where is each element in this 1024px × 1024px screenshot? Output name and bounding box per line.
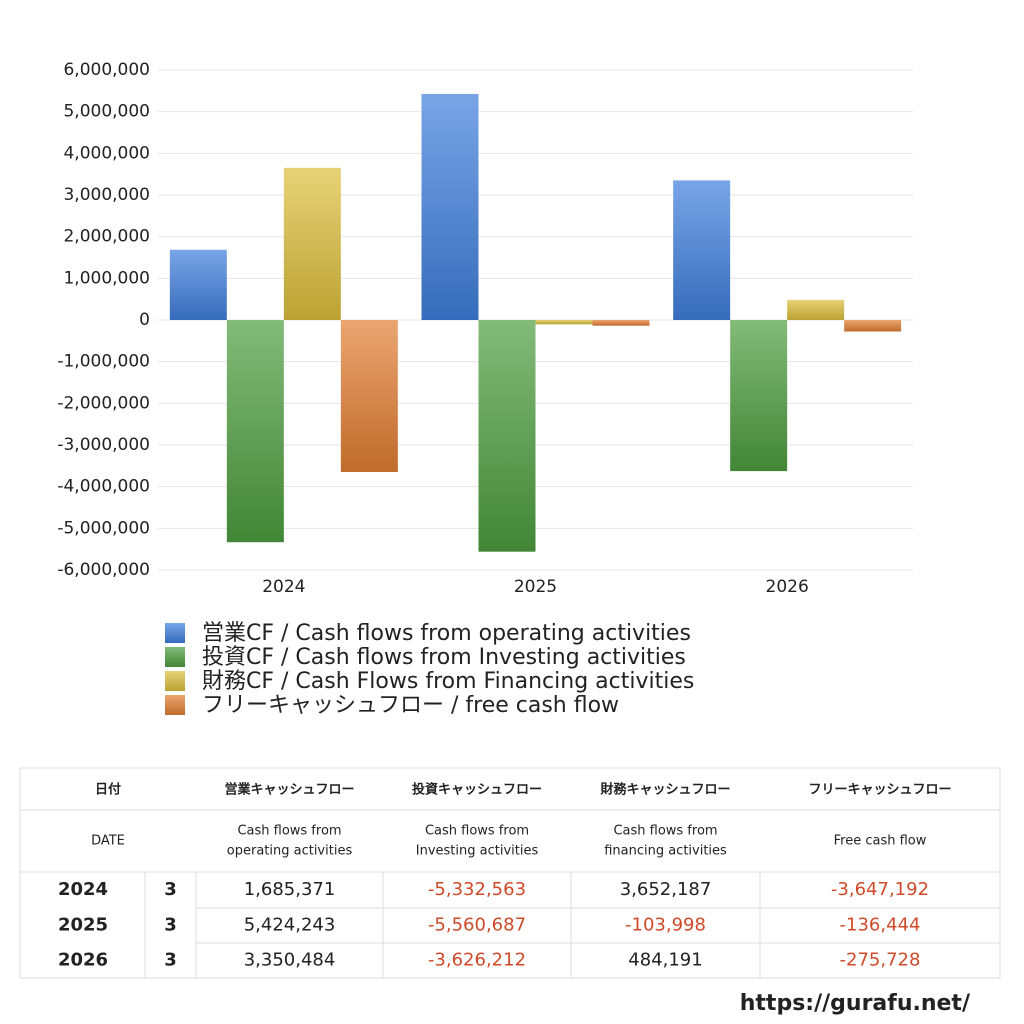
x-tick-label: 2025 bbox=[514, 577, 557, 597]
table-subheader: Free cash flow bbox=[834, 834, 927, 849]
bar bbox=[226, 320, 284, 543]
table-cell: 3,652,187 bbox=[620, 879, 712, 900]
legend-swatch bbox=[165, 671, 185, 691]
bar bbox=[478, 320, 536, 552]
row-label: 2025 bbox=[58, 915, 108, 936]
y-tick-label: -1,000,000 bbox=[57, 352, 150, 372]
legend-label: 財務CF / Cash Flows from Financing activit… bbox=[202, 669, 694, 694]
row-label: 2024 bbox=[58, 879, 108, 900]
table-cell: 1,685,371 bbox=[244, 879, 336, 900]
y-tick-label: 3,000,000 bbox=[63, 185, 150, 205]
bar bbox=[730, 320, 788, 472]
table-cell: -5,332,563 bbox=[428, 879, 526, 900]
row-label: 3 bbox=[164, 950, 177, 971]
legend-swatch bbox=[165, 647, 185, 667]
table-subheader: Cash flows from bbox=[425, 824, 529, 839]
row-label: 3 bbox=[164, 915, 177, 936]
legend-label: 営業CF / Cash flows from operating activit… bbox=[202, 621, 691, 646]
bar bbox=[169, 249, 227, 320]
x-tick-label: 2026 bbox=[766, 577, 809, 597]
x-tick-label: 2024 bbox=[262, 577, 305, 597]
table-cell: -5,560,687 bbox=[428, 915, 526, 936]
table-subheader: Investing activities bbox=[416, 844, 539, 859]
table-header: 財務キャッシュフロー bbox=[599, 782, 730, 798]
bar bbox=[844, 320, 902, 332]
y-tick-label: -5,000,000 bbox=[57, 518, 150, 538]
table-cell: 5,424,243 bbox=[244, 915, 336, 936]
table-cell: 484,191 bbox=[628, 950, 702, 971]
table-cell: -3,626,212 bbox=[428, 950, 526, 971]
bar bbox=[673, 180, 731, 320]
y-tick-label: 1,000,000 bbox=[63, 268, 150, 288]
y-tick-label: 6,000,000 bbox=[63, 60, 150, 80]
y-tick-label: -3,000,000 bbox=[57, 435, 150, 455]
table-header: フリーキャッシュフロー bbox=[808, 783, 951, 798]
table-subheader: financing activities bbox=[604, 844, 727, 859]
bar bbox=[421, 93, 479, 321]
bar bbox=[535, 320, 593, 325]
table-subheader: Cash flows from bbox=[237, 824, 341, 839]
legend-swatch bbox=[165, 695, 185, 715]
table-subheader: Cash flows from bbox=[613, 824, 717, 839]
table-cell: -275,728 bbox=[840, 950, 921, 971]
table-subheader: DATE bbox=[91, 834, 125, 849]
table-header: 日付 bbox=[95, 782, 121, 798]
y-tick-label: 5,000,000 bbox=[63, 102, 150, 122]
y-tick-label: -2,000,000 bbox=[57, 393, 150, 413]
bar bbox=[787, 299, 845, 320]
y-tick-label: -6,000,000 bbox=[57, 560, 150, 580]
y-tick-label: 2,000,000 bbox=[63, 227, 150, 247]
table-cell: -103,998 bbox=[625, 915, 706, 936]
footer-url: https://gurafu.net/ bbox=[740, 991, 971, 1016]
y-tick-label: 4,000,000 bbox=[63, 143, 150, 163]
legend-label: フリーキャッシュフロー / free cash flow bbox=[202, 693, 619, 718]
legend-label: 投資CF / Cash flows from Investing activit… bbox=[202, 645, 686, 670]
table-header: 投資キャッシュフロー bbox=[412, 782, 542, 798]
table-subheader: operating activities bbox=[227, 844, 353, 859]
table-header: 営業キャッシュフロー bbox=[224, 782, 354, 798]
table-cell: -3,647,192 bbox=[831, 879, 929, 900]
row-label: 2026 bbox=[58, 950, 108, 971]
bar bbox=[340, 320, 398, 472]
bar bbox=[592, 320, 650, 326]
bar bbox=[283, 167, 341, 320]
table-cell: 3,350,484 bbox=[244, 950, 336, 971]
legend-swatch bbox=[165, 623, 185, 643]
y-tick-label: 0 bbox=[139, 310, 150, 330]
row-label: 3 bbox=[164, 879, 177, 900]
table-cell: -136,444 bbox=[840, 915, 921, 936]
y-tick-label: -4,000,000 bbox=[57, 477, 150, 497]
